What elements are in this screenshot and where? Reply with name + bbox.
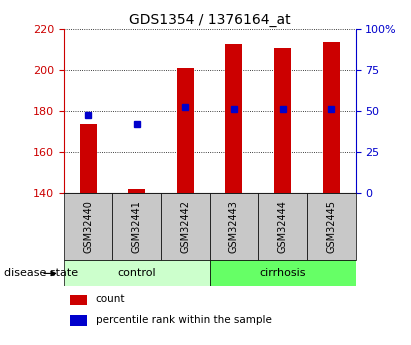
FancyBboxPatch shape xyxy=(210,260,356,286)
Text: GSM32441: GSM32441 xyxy=(132,200,142,253)
Bar xyxy=(225,44,242,193)
Text: GSM32444: GSM32444 xyxy=(277,200,288,253)
FancyBboxPatch shape xyxy=(210,193,258,260)
FancyBboxPatch shape xyxy=(64,260,210,286)
Text: GSM32440: GSM32440 xyxy=(83,200,93,253)
Bar xyxy=(69,315,87,326)
Bar xyxy=(69,295,87,305)
Bar xyxy=(79,124,97,193)
Text: disease state: disease state xyxy=(4,268,78,278)
FancyBboxPatch shape xyxy=(258,193,307,260)
FancyBboxPatch shape xyxy=(161,193,210,260)
Text: GSM32442: GSM32442 xyxy=(180,200,190,253)
FancyBboxPatch shape xyxy=(307,193,356,260)
FancyBboxPatch shape xyxy=(64,193,112,260)
Bar xyxy=(177,68,194,193)
Text: GSM32443: GSM32443 xyxy=(229,200,239,253)
Bar xyxy=(323,42,340,193)
Bar xyxy=(128,189,145,193)
Text: count: count xyxy=(96,294,125,304)
Text: cirrhosis: cirrhosis xyxy=(259,268,306,278)
Text: GSM32445: GSM32445 xyxy=(326,200,336,253)
Title: GDS1354 / 1376164_at: GDS1354 / 1376164_at xyxy=(129,13,291,27)
FancyBboxPatch shape xyxy=(112,193,161,260)
Text: percentile rank within the sample: percentile rank within the sample xyxy=(96,315,272,325)
Text: control: control xyxy=(118,268,156,278)
Bar xyxy=(274,48,291,193)
